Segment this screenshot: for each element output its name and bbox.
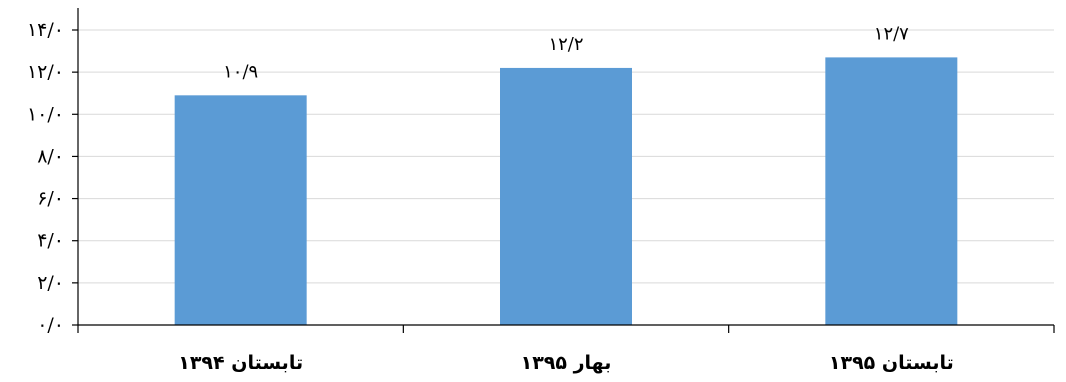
- y-tick-label: ۱۰/۰: [27, 103, 64, 125]
- y-tick-label: ۸/۰: [37, 145, 64, 167]
- axes: [72, 8, 1055, 333]
- data-label: ۱۲/۷: [874, 23, 909, 44]
- x-tick-label: بهار ۱۳۹۵: [521, 352, 612, 374]
- y-tick-label: ۴/۰: [37, 230, 64, 252]
- y-tick-label: ۲/۰: [37, 272, 64, 294]
- data-label: ۱۰/۹: [223, 61, 258, 82]
- bar: [500, 67, 632, 325]
- x-tick-label: تابستان ۱۳۹۵: [829, 352, 954, 374]
- y-tick-label: ۶/۰: [37, 188, 64, 210]
- y-tick-label: ۱۴/۰: [27, 19, 64, 41]
- labels: ۰/۰ ۲/۰ ۴/۰ ۶/۰ ۸/۰ ۱۰/۰ ۱۲/۰ ۱۴/۰ ۱۰/۹ تابستان ۱…: [27, 19, 954, 374]
- bar: [174, 95, 307, 325]
- y-tick-label: ۱۲/۰: [27, 61, 64, 83]
- bars: [174, 57, 958, 326]
- x-tick-label: تابستان ۱۳۹۴: [178, 352, 303, 374]
- bar: [825, 57, 958, 326]
- y-tick-label: ۰/۰: [37, 314, 64, 336]
- data-label: ۱۲/۲: [548, 34, 583, 55]
